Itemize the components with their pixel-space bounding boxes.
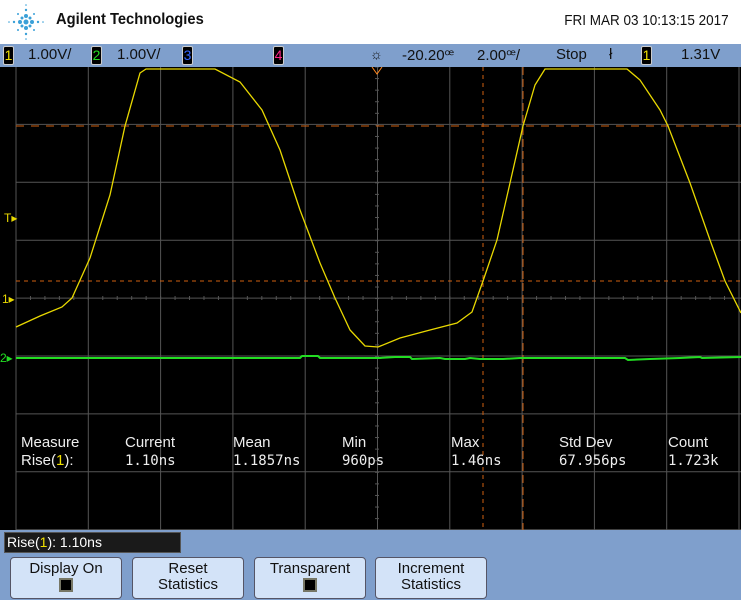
ch3-indicator[interactable]: 3: [182, 46, 193, 65]
min-value: 960ps: [342, 453, 385, 469]
trigger-source: 1: [641, 46, 652, 65]
acquire-icon: ☼: [370, 46, 383, 62]
measure-col-label: Measure Rise(1):: [21, 434, 79, 470]
header: Agilent Technologies FRI MAR 03 10:13:15…: [0, 0, 741, 44]
date-time: FRI MAR 03 10:13:15 2017: [564, 12, 729, 29]
agilent-logo-icon: [8, 4, 44, 40]
ch1-trace: [15, 68, 741, 348]
trigger-position-marker: [371, 67, 383, 75]
trigger-level-marker: T▸: [4, 211, 17, 225]
measure-col-current: Current 1.10ns: [125, 434, 176, 469]
delay-value: -20.20ꟹ: [402, 47, 455, 64]
measure-col-max: Max 1.46ns: [451, 434, 502, 469]
waveform-display[interactable]: T▸ 1▸ 2▸: [0, 67, 741, 530]
transparent-button[interactable]: Transparent: [254, 557, 366, 599]
current-value: 1.10ns: [125, 453, 176, 469]
measurement-readout: Rise(1): 1.10ns: [4, 532, 181, 553]
status-bar: 1 1.00V/ 2 1.00V/ 3 4 ☼ -20.20ꟹ 2.00ꟹ/ S…: [0, 44, 741, 67]
trigger-edge-icon: ł: [609, 46, 613, 63]
display-on-button[interactable]: Display On: [10, 557, 122, 599]
ch1-scale: 1.00V/: [28, 46, 72, 63]
trigger-level: 1.31V: [681, 46, 721, 63]
measure-col-min: Min 960ps: [342, 434, 385, 469]
stddev-value: 67.956ps: [559, 453, 627, 469]
measure-col-count: Count 1.723k: [668, 434, 719, 469]
timebase-value: 2.00ꟹ/: [477, 47, 521, 64]
mean-value: 1.1857ns: [233, 453, 301, 469]
ch4-indicator[interactable]: 4: [273, 46, 284, 65]
ch1-ground-marker: 1▸: [2, 292, 15, 306]
ch1-indicator[interactable]: 1: [3, 46, 14, 65]
ch2-trace: [16, 355, 741, 362]
max-value: 1.46ns: [451, 453, 502, 469]
header-measure: Measure: [21, 434, 80, 451]
measure-col-mean: Mean 1.1857ns: [233, 434, 301, 469]
transparent-checkbox[interactable]: [303, 578, 317, 592]
count-value: 1.723k: [668, 453, 719, 469]
increment-statistics-button[interactable]: Increment Statistics: [375, 557, 487, 599]
measure-col-stddev: Std Dev 67.956ps: [559, 434, 627, 469]
measure-label: Rise(1):: [21, 452, 74, 469]
graticule: T▸ 1▸ 2▸: [0, 67, 741, 530]
softkey-bar: Rise(1): 1.10ns Display On Reset Statisti…: [0, 530, 741, 600]
run-state[interactable]: Stop: [556, 46, 587, 63]
ch2-indicator[interactable]: 2: [91, 46, 102, 65]
ch2-ground-marker: 2▸: [0, 351, 13, 365]
reset-statistics-button[interactable]: Reset Statistics: [132, 557, 244, 599]
display-on-checkbox[interactable]: [59, 578, 73, 592]
ch2-scale: 1.00V/: [117, 46, 161, 63]
brand-name: Agilent Technologies: [56, 11, 204, 28]
